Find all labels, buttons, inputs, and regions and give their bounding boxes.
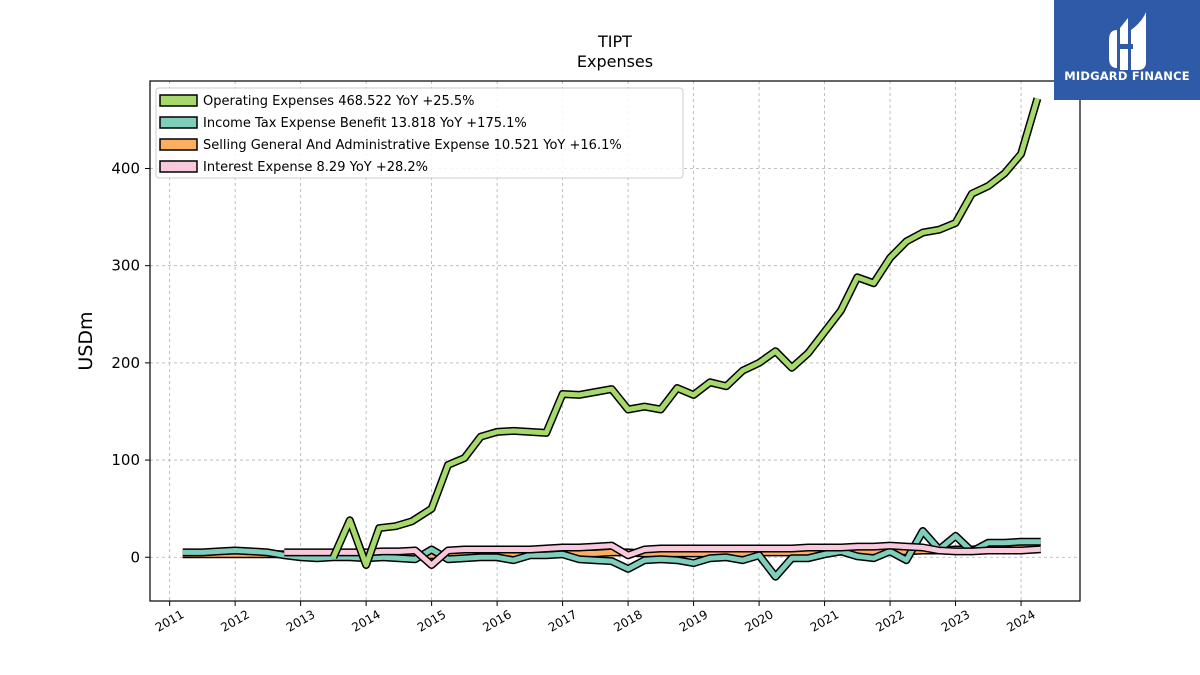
logo-mark-icon xyxy=(1109,12,1146,70)
legend-entry-label: Operating Expenses 468.522 YoY +25.5% xyxy=(203,94,475,109)
legend: Operating Expenses 468.522 YoY +25.5% Inc… xyxy=(155,87,684,179)
x-tick-label: 2019 xyxy=(677,607,710,634)
x-tick-label: 2013 xyxy=(284,607,317,634)
x-tick-label: 2015 xyxy=(415,607,448,634)
x-axis-ticks: 2011 2012 2013 2014 2015 2016 2017 2018 2019 2020… xyxy=(153,601,1038,635)
legend-swatch xyxy=(159,116,198,129)
x-tick-label: 2012 xyxy=(218,607,251,634)
x-tick-label: 2014 xyxy=(349,607,382,634)
series-line-operating-expenses xyxy=(331,97,1040,568)
x-tick-label: 2016 xyxy=(480,607,513,634)
x-tick-label: 2020 xyxy=(742,607,775,634)
x-tick-label: 2024 xyxy=(1004,607,1037,634)
logo-text: MIDGARD FINANCE xyxy=(1064,69,1190,83)
legend-swatch xyxy=(159,160,198,173)
plot-area-frame xyxy=(149,80,1081,602)
chart-subtitle: Expenses xyxy=(577,52,653,71)
x-tick-label: 2011 xyxy=(153,607,186,634)
midgard-finance-logo: MIDGARD FINANCE xyxy=(1054,0,1200,100)
series-line-interest-expense xyxy=(284,543,1041,568)
x-tick-label: 2022 xyxy=(873,607,906,634)
x-tick-label: 2017 xyxy=(546,607,579,634)
series-line-income-tax-expense-benefit xyxy=(182,528,1041,580)
legend-box xyxy=(155,87,684,179)
legend-entry-label: Income Tax Expense Benefit 13.818 YoY +1… xyxy=(203,116,527,131)
legend-entry-label: Selling General And Administrative Expen… xyxy=(203,138,622,153)
y-axis-label: USDm xyxy=(75,311,97,370)
x-tick-label: 2021 xyxy=(808,607,841,634)
x-tick-label: 2023 xyxy=(939,607,972,634)
y-tick-label: 0 xyxy=(130,548,140,566)
series-layer xyxy=(182,97,1042,581)
y-tick-label: 400 xyxy=(111,159,140,177)
y-axis-ticks: 0 100 200 300 400 xyxy=(111,159,150,566)
y-tick-label: 300 xyxy=(111,257,140,275)
legend-entry-label: Interest Expense 8.29 YoY +28.2% xyxy=(203,160,428,175)
legend-swatch xyxy=(159,138,198,151)
y-tick-label: 200 xyxy=(111,354,140,372)
legend-swatch xyxy=(159,94,198,107)
chart-title: TIPT xyxy=(597,32,632,51)
y-tick-label: 100 xyxy=(111,451,140,469)
x-tick-label: 2018 xyxy=(611,607,644,634)
